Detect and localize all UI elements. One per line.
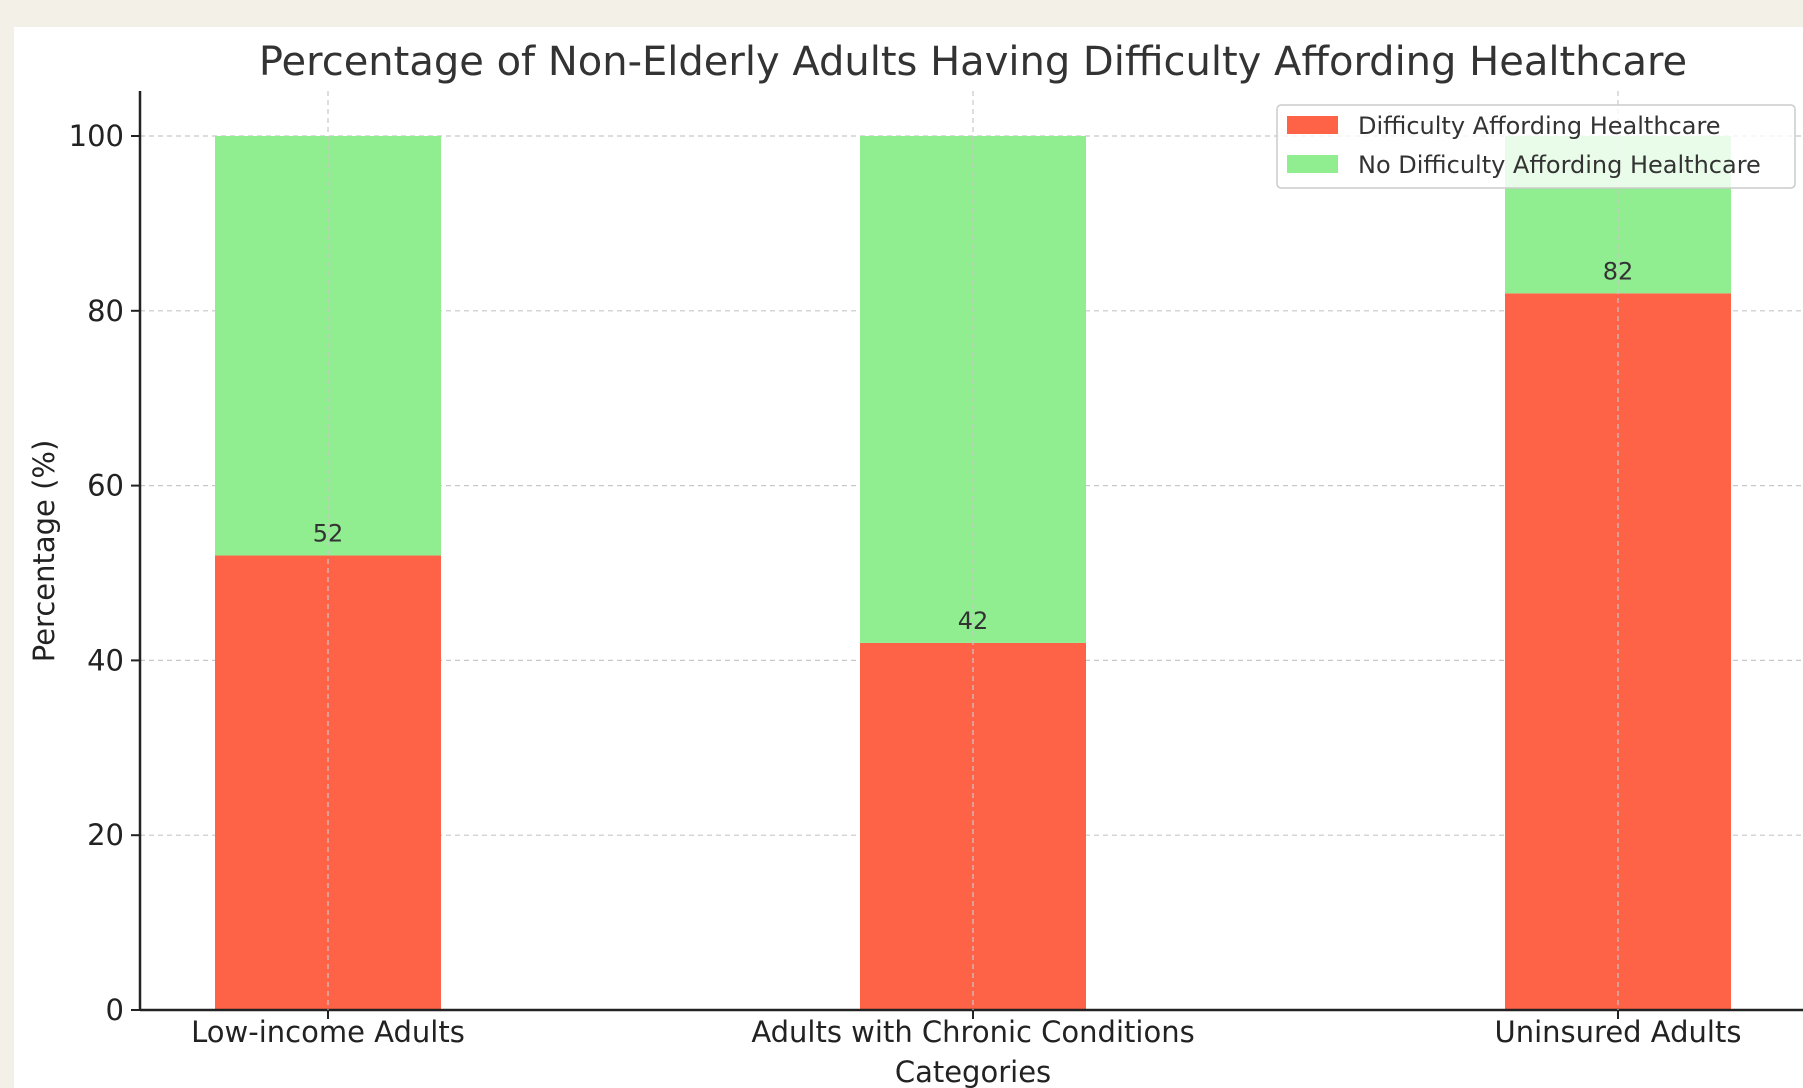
legend: Difficulty Affording Healthcare No Diffi… <box>1276 104 1796 189</box>
legend-swatch-no-difficulty <box>1287 155 1338 173</box>
legend-label-no-difficulty: No Difficulty Affording Healthcare <box>1358 151 1761 179</box>
data-label: 52 <box>313 520 344 548</box>
legend-label-difficulty: Difficulty Affording Healthcare <box>1358 112 1721 140</box>
x-tick-label: Uninsured Adults <box>1495 1015 1742 1049</box>
y-tick-label: 40 <box>87 643 124 677</box>
y-tick-label: 60 <box>87 469 124 503</box>
legend-swatch-difficulty <box>1287 116 1338 134</box>
data-label: 82 <box>1603 257 1634 285</box>
x-tick-label: Low-income Adults <box>191 1015 465 1049</box>
axes-layer <box>138 91 1803 1012</box>
y-tick-label: 20 <box>87 818 124 852</box>
y-tick-label: 0 <box>106 993 124 1027</box>
y-tick-label: 80 <box>87 294 124 328</box>
chart-title: Percentage of Non-Elderly Adults Having … <box>259 39 1687 85</box>
ticks-layer: 0 20 40 60 80 100 Low-income Adults Adults with… <box>69 119 1742 1049</box>
x-tick-label: Adults with Chronic Conditions <box>751 1015 1194 1049</box>
labels-layer: 52 42 82 <box>313 91 1634 1010</box>
legend-box <box>1276 104 1796 189</box>
y-axis-label: Percentage (%) <box>27 440 61 663</box>
y-tick-label: 100 <box>69 119 124 153</box>
data-label: 42 <box>958 607 989 635</box>
x-axis-label: Categories <box>895 1055 1051 1088</box>
